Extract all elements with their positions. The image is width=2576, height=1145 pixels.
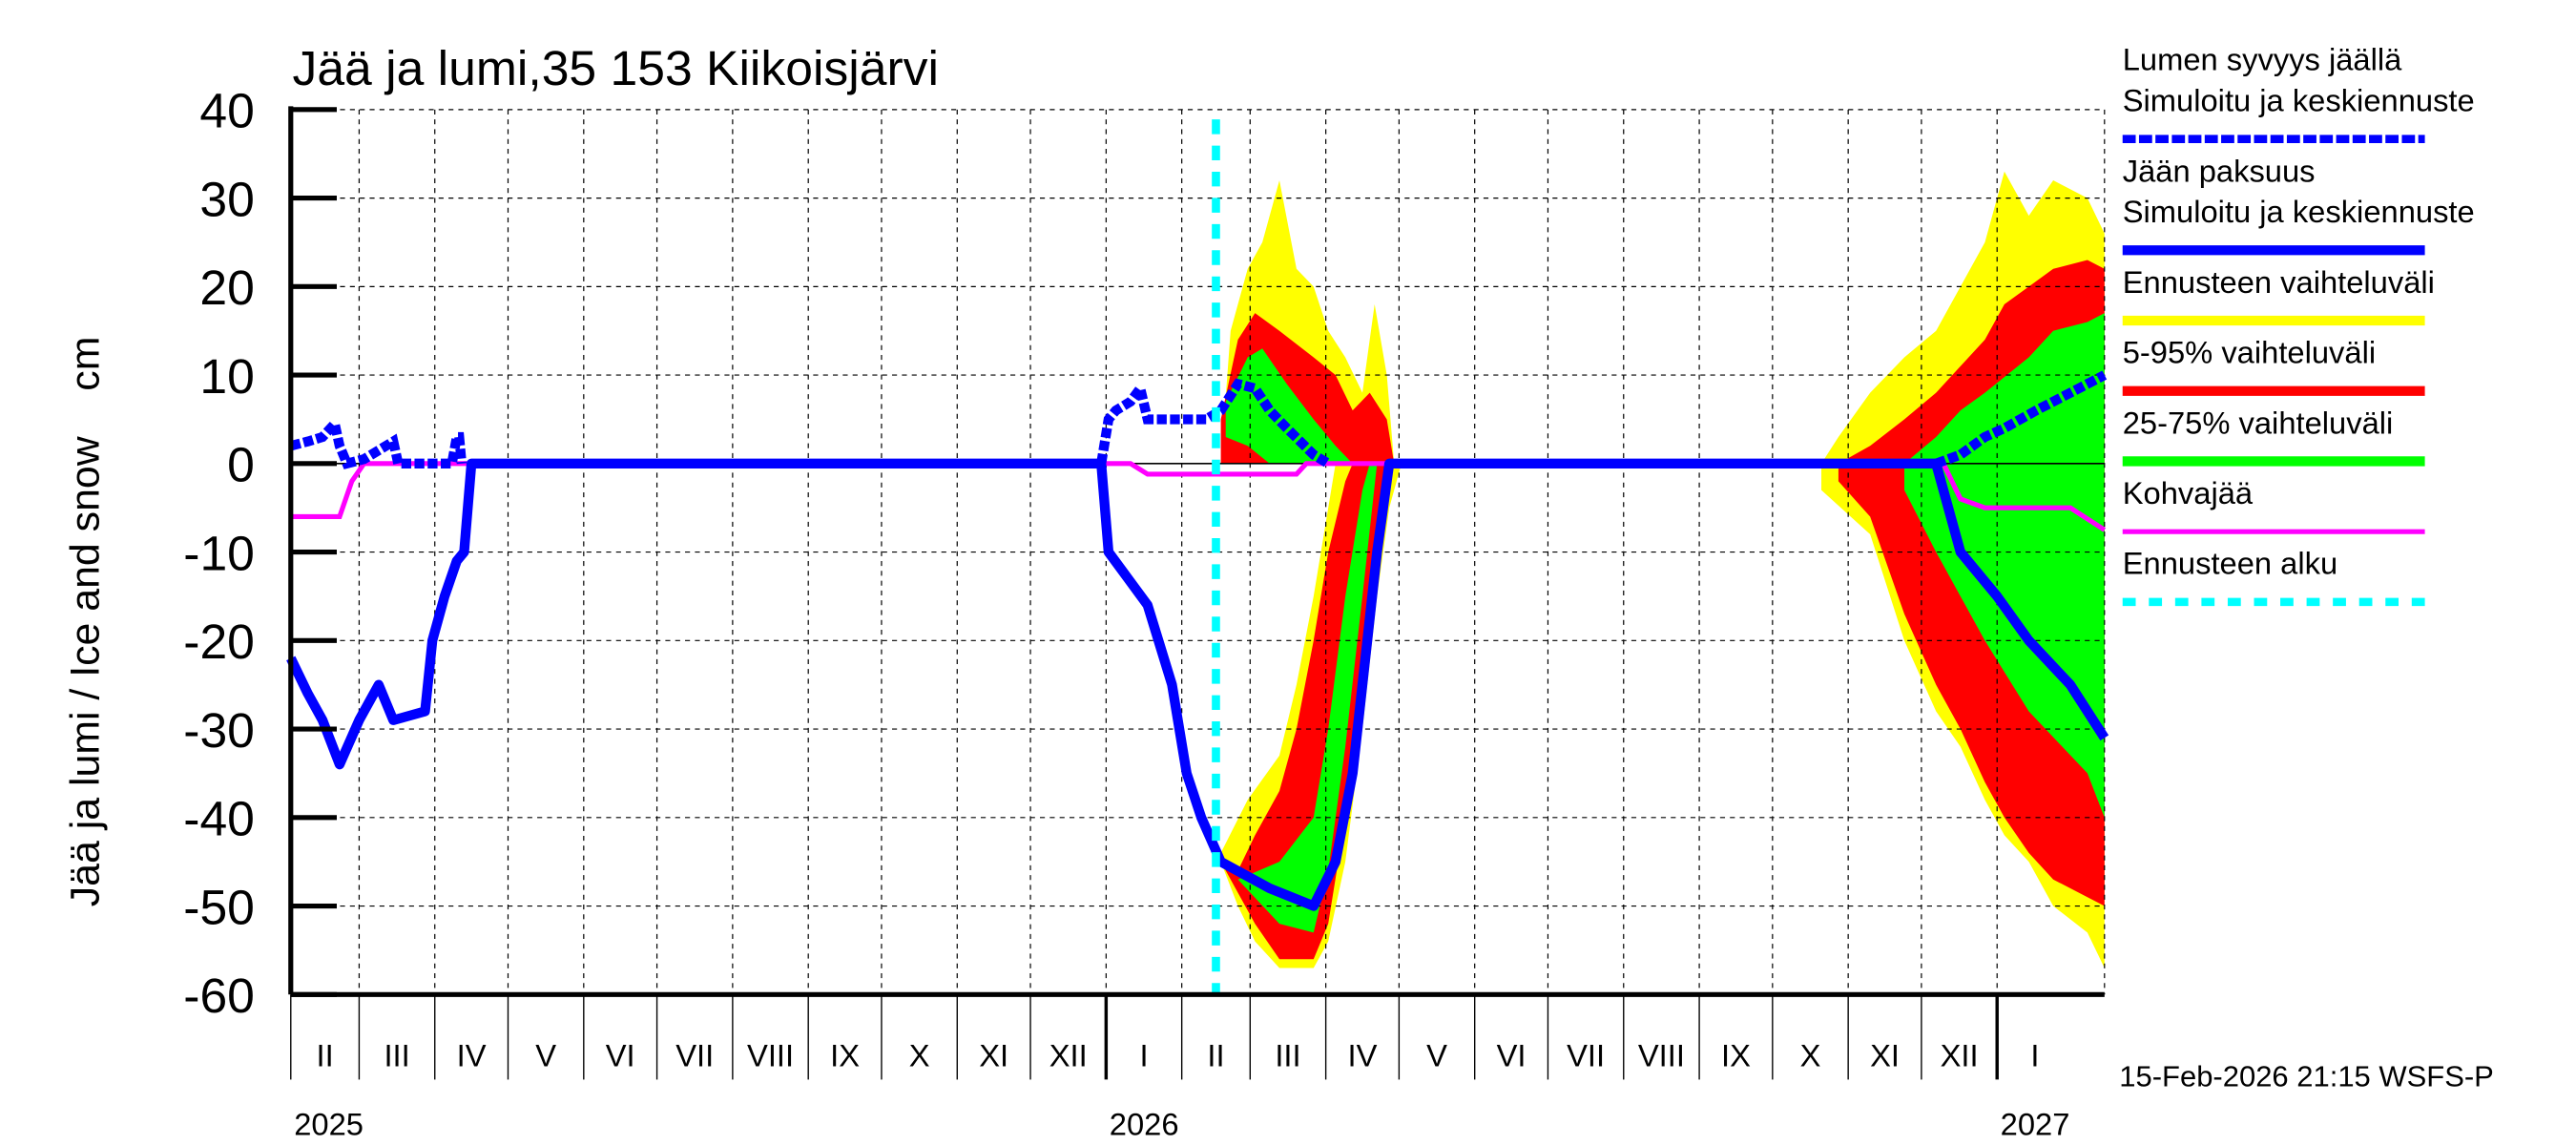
ice-thickness-line xyxy=(286,458,2109,911)
month-label: II xyxy=(317,1038,334,1073)
bands-layer xyxy=(1220,171,2105,968)
footer-timestamp: 15-Feb-2026 21:15 WSFS-P xyxy=(2119,1059,2494,1093)
legend-label: Ennusteen alku xyxy=(2123,546,2337,581)
month-label: XI xyxy=(979,1038,1008,1073)
month-label: XII xyxy=(1049,1038,1088,1073)
month-label: III xyxy=(1275,1038,1300,1073)
month-label: IV xyxy=(457,1038,487,1073)
legend-label: Simuloitu ja keskiennuste xyxy=(2123,194,2475,229)
month-label: IV xyxy=(1348,1038,1378,1073)
month-label: I xyxy=(2030,1038,2039,1073)
month-label: X xyxy=(909,1038,930,1073)
month-label: V xyxy=(1426,1038,1447,1073)
band-2-area-2 xyxy=(1904,313,2105,818)
month-label: II xyxy=(1207,1038,1224,1073)
y-tick-label: -50 xyxy=(183,880,255,935)
month-label: VIII xyxy=(1638,1038,1685,1073)
legend-label: Lumen syvyys jäällä xyxy=(2123,42,2402,77)
month-label: X xyxy=(1800,1038,1821,1073)
y-tick-label: -60 xyxy=(183,968,255,1023)
year-label: 2027 xyxy=(2001,1107,2070,1142)
y-axis-label: Jää ja lumi / Ice and snow cm xyxy=(62,337,108,907)
snow-depth-line xyxy=(289,413,467,469)
legend-label: 25-75% vaihteluväli xyxy=(2123,405,2394,440)
month-label: III xyxy=(384,1038,409,1073)
month-label: VII xyxy=(675,1038,714,1073)
year-label: 2026 xyxy=(1110,1107,1179,1142)
snow-depth-line xyxy=(1934,370,2108,468)
month-label: VI xyxy=(1497,1038,1527,1073)
month-label: VIII xyxy=(747,1038,794,1073)
legend-label: 5-95% vaihteluväli xyxy=(2123,335,2376,370)
month-label: VI xyxy=(606,1038,635,1073)
legend-label: Simuloitu ja keskiennuste xyxy=(2123,83,2475,118)
chart-title: Jää ja lumi,35 153 Kiikoisjärvi xyxy=(293,40,939,95)
year-label: 2025 xyxy=(294,1107,364,1142)
grid-layer xyxy=(290,109,2106,995)
kohvajaa-line xyxy=(290,461,2107,532)
y-tick-label: 40 xyxy=(199,83,254,138)
y-tick-label: -30 xyxy=(183,702,255,758)
y-tick-label: 10 xyxy=(199,348,254,404)
legend: Lumen syvyys jäällä Simuloitu ja keskienn… xyxy=(2123,42,2475,607)
y-tick-label: -20 xyxy=(183,614,255,669)
month-label: IX xyxy=(830,1038,860,1073)
month-label: IX xyxy=(1721,1038,1751,1073)
y-tick-label: 30 xyxy=(199,172,254,227)
y-tick-label: -10 xyxy=(183,526,255,581)
y-tick-label: -40 xyxy=(183,791,255,846)
legend-label: Kohvajää xyxy=(2123,475,2254,510)
month-label: I xyxy=(1139,1038,1148,1073)
legend-label: Jään paksuus xyxy=(2123,153,2316,188)
legend-label: Ennusteen vaihteluväli xyxy=(2123,264,2435,300)
y-tick-label: 0 xyxy=(227,437,255,492)
month-label: V xyxy=(535,1038,556,1073)
y-tick-label: 20 xyxy=(199,260,254,315)
month-label: XII xyxy=(1941,1038,1979,1073)
month-label: XI xyxy=(1870,1038,1900,1073)
band-2-area-1 xyxy=(1237,463,1378,933)
month-label: VII xyxy=(1567,1038,1605,1073)
band-2-area-0 xyxy=(1225,348,1353,464)
series-layer xyxy=(286,119,2109,995)
